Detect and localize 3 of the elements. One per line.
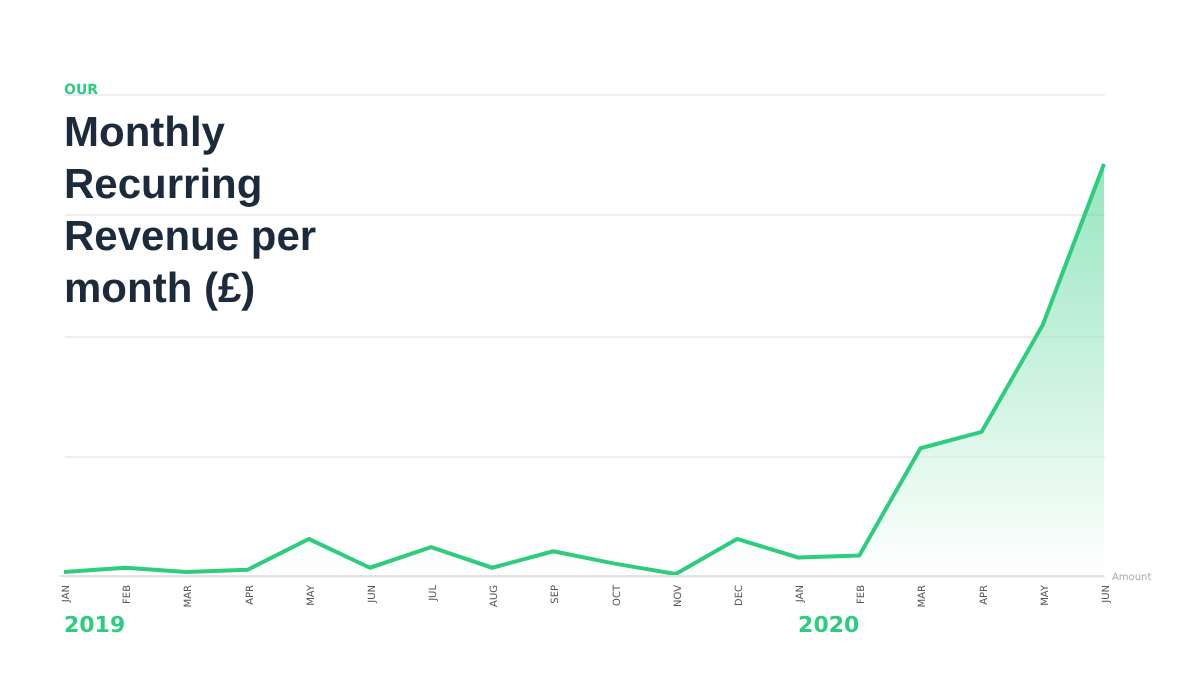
text: Monthly Recurring Revenue per month (£) bbox=[64, 110, 317, 312]
text: 2020 bbox=[798, 612, 861, 638]
text: 2019 bbox=[64, 612, 126, 638]
